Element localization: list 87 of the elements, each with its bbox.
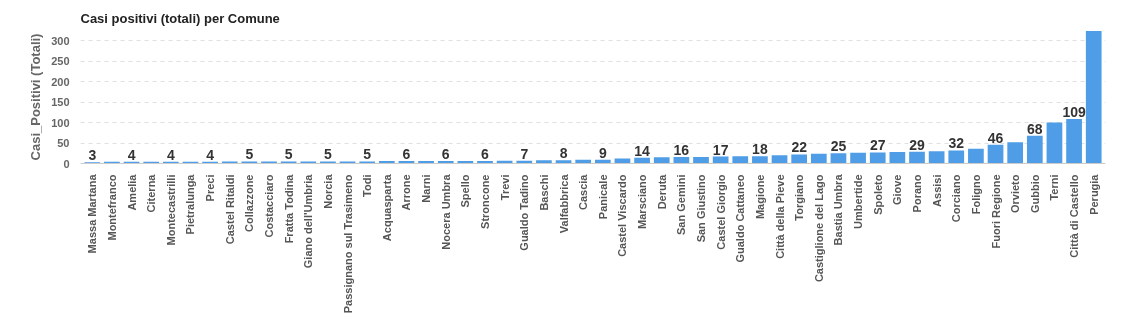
x-tick-label: Umbertide (852, 174, 865, 229)
x-tick-label: Giove (891, 174, 904, 206)
chart-title: Casi positivi (totali) per Comune (80, 10, 280, 26)
data-label: 5 (324, 146, 333, 163)
data-label: 9 (598, 144, 607, 161)
x-tick-label: Assisi (930, 174, 943, 207)
x-tick-label: Massa Martana (86, 173, 99, 254)
x-tick-label: Pietralunga (184, 173, 197, 235)
data-label: 14 (634, 142, 651, 159)
x-tick-label: Trevi (498, 174, 511, 201)
x-tick-label: Gubbio (1028, 174, 1041, 213)
x-tick-label: San Gemini (675, 174, 688, 236)
x-tick-label: Arrone (400, 174, 413, 211)
x-tick-label: Todi (361, 174, 374, 197)
data-label: 7 (520, 145, 529, 162)
data-label: 6 (481, 146, 490, 163)
x-tick-label: Gualdo Tadino (518, 174, 531, 251)
data-label: 8 (559, 145, 568, 162)
data-label: 22 (791, 139, 808, 156)
x-tick-label: Narni (420, 174, 433, 203)
data-label: 68 (1027, 120, 1043, 137)
x-tick-label: Magione (753, 174, 766, 220)
y-axis-title: Casi_Positivi (Totali) (28, 33, 44, 161)
x-tick-label: Città della Pieve (773, 174, 786, 259)
x-tick-label: Orvieto (1009, 174, 1022, 214)
x-tick-label: Montecastrilli (164, 174, 177, 246)
x-tick-label: Valfabbrica (557, 173, 570, 234)
data-label: 18 (752, 141, 768, 158)
y-tick-label: 200 (51, 75, 70, 88)
y-tick-label: 300 (51, 34, 70, 47)
y-tick-label: 50 (57, 137, 70, 150)
x-tick-label: Castiglione del Lago (812, 174, 825, 283)
x-tick-label: Città di Castello (1068, 174, 1081, 258)
x-tick-label: Spello (459, 174, 472, 208)
data-label: 46 (987, 129, 1004, 146)
x-tick-label: San Giustino (695, 174, 707, 243)
data-label: 16 (673, 141, 690, 158)
x-tick-label: Passignano sul Trasimeno (341, 174, 354, 314)
data-label: 5 (363, 146, 372, 163)
x-tick-label: Amelia (125, 173, 138, 211)
x-tick-label: Foligno (969, 174, 982, 215)
data-label: 27 (869, 137, 886, 154)
y-tick-label: 100 (51, 116, 70, 129)
x-tick-label: Terni (1048, 174, 1061, 201)
data-label: 4 (166, 146, 175, 163)
x-tick-label: Deruta (655, 173, 668, 210)
x-tick-label: Castel Ritaldi (223, 174, 236, 245)
x-tick-label: Citerna (145, 173, 158, 213)
y-tick-label: 150 (51, 96, 70, 109)
x-tick-label: Preci (204, 174, 217, 202)
data-label: 32 (948, 135, 965, 152)
data-label: 5 (284, 146, 293, 163)
x-tick-label: Corciano (950, 174, 963, 223)
data-label: 25 (830, 138, 847, 155)
x-tick-label: Montefranco (105, 174, 118, 241)
x-tick-label: Gualdo Cattaneo (734, 174, 747, 263)
data-label: 4 (127, 146, 136, 163)
x-tick-label: Spoleto (871, 174, 884, 215)
x-tick-label: Costacciaro (263, 174, 276, 238)
data-label: 6 (402, 146, 411, 163)
x-tick-label: Torgiano (793, 174, 806, 221)
x-tick-label: Acquasparta (380, 173, 393, 242)
x-tick-label: Panicale (596, 174, 609, 220)
data-label: 109 (1062, 103, 1086, 120)
data-label: 29 (909, 136, 925, 153)
y-tick-label: 0 (63, 157, 70, 170)
x-tick-label: Cascia (577, 173, 590, 210)
x-tick-label: Porano (910, 174, 923, 213)
data-label: 3 (88, 147, 97, 164)
x-tick-label: Fuori Regione (989, 174, 1002, 249)
x-tick-label: Marsciano (636, 174, 649, 229)
x-tick-label: Nocera Umbra (439, 173, 452, 250)
x-tick-label: Bastia Umbra (832, 173, 845, 246)
x-tick-label: Stroncone (479, 174, 491, 229)
x-tick-label: Perugia (1087, 173, 1100, 215)
x-tick-label: Collazzone (243, 174, 256, 232)
x-tick-label: Castel Giorgio (714, 174, 727, 250)
y-tick-label: 250 (51, 55, 70, 68)
x-tick-label: Castel Viscardo (616, 174, 629, 257)
x-tick-label: Baschi (537, 174, 550, 211)
data-label: 4 (206, 146, 215, 163)
x-tick-label: Fratta Todina (282, 173, 295, 244)
data-label: 17 (712, 141, 729, 158)
x-tick-label: Giano dell'Umbria (302, 173, 315, 269)
x-tick-label: Norcia (321, 173, 334, 209)
data-label: 6 (441, 146, 450, 163)
data-label: 5 (245, 146, 254, 163)
